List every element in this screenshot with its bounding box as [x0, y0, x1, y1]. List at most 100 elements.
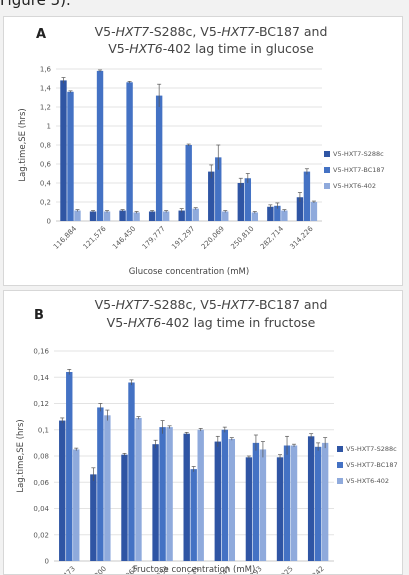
y-tick-label: 0,04: [33, 505, 49, 513]
chart-a-svg: A V5-HXT7-S288c, V5-HXT7-BC187 andV5-HXT6…: [18, 24, 385, 277]
chart-title-line: V5-HXT7-S288c, V5-HXT7-BC187 and: [95, 24, 328, 39]
x-axis-title: Fructose concentration (mM): [133, 565, 256, 574]
bar: [192, 208, 199, 221]
chart-title-segment: HXT7: [221, 297, 255, 312]
bar: [267, 206, 274, 221]
y-tick-label: 1,6: [40, 66, 52, 74]
chart-title-segment: V5-: [108, 41, 129, 56]
legend-swatch: [324, 151, 330, 157]
y-tick-label: 0,08: [33, 453, 49, 461]
x-tick-label: 282,714: [259, 224, 286, 251]
chart-panel-a: A V5-HXT7-S288c, V5-HXT7-BC187 and V5-HXT6…: [3, 16, 403, 286]
bar: [97, 407, 104, 561]
x-tick-label: 111,200: [82, 565, 108, 574]
bar: [126, 82, 133, 221]
x-axis-title: Glucose concentration (mM): [129, 267, 249, 277]
x-tick-label: 191,297: [170, 225, 196, 251]
bar: [314, 446, 322, 561]
bar: [67, 91, 74, 221]
bar: [245, 457, 253, 561]
bar: [259, 449, 267, 561]
legend-label: V5-HXT6-402: [346, 477, 389, 485]
bar: [310, 202, 318, 221]
chart-panel-b: B V5-HXT7-S288c, V5-HXT7-BC187 and V5-HXT6…: [3, 290, 403, 575]
y-tick-label: 0,16: [33, 348, 49, 356]
bar: [178, 210, 185, 221]
bar: [281, 210, 288, 221]
chart-title-segment: -BC187 and: [255, 24, 328, 39]
bar: [119, 210, 126, 221]
bar: [252, 442, 260, 561]
bar: [185, 145, 192, 221]
y-axis-title: Lag.time,SE (hrs): [16, 419, 26, 492]
bar: [237, 183, 245, 221]
bar: [96, 70, 104, 222]
x-tick-label: 104,473: [51, 565, 77, 574]
y-tick-label: 0,02: [33, 531, 49, 539]
bar: [296, 197, 304, 221]
bar: [73, 449, 80, 561]
bar: [276, 457, 284, 561]
y-tick-label: 0,4: [40, 180, 52, 188]
legend-swatch: [324, 183, 330, 189]
bar: [133, 212, 140, 221]
bar: [283, 445, 291, 561]
chart-title-line: V5-HXT6-402 lag time in glucose: [108, 41, 314, 56]
chart-title-segment: HXT7: [116, 24, 150, 39]
chart-title-segment: -S288c, V5-: [149, 297, 221, 312]
legend-label: V5-HXT7-S288c: [346, 445, 397, 453]
chart-title-segment: -S288c, V5-: [149, 24, 221, 39]
bar: [103, 211, 111, 221]
y-tick-label: 0,06: [33, 479, 49, 487]
chart-title-segment: V5-: [95, 297, 116, 312]
y-tick-label: 0,1: [38, 426, 49, 434]
bar: [321, 442, 329, 561]
x-tick-label: 146,450: [111, 225, 137, 251]
y-tick-label: 0,8: [40, 142, 51, 150]
bar: [274, 205, 281, 221]
y-tick-label: 0,2: [40, 199, 51, 207]
y-tick-label: 0,14: [33, 374, 49, 382]
bar: [244, 178, 252, 221]
y-tick-label: 0,6: [40, 161, 52, 169]
y-tick-label: 1,4: [40, 85, 52, 93]
bar: [66, 372, 73, 561]
x-tick-label: 298,342: [300, 565, 326, 574]
x-tick-label: 179,777: [141, 225, 167, 251]
bar: [290, 445, 298, 561]
legend-label: V5-HXT7-BC187: [346, 461, 398, 469]
y-tick-label: 0: [45, 558, 49, 566]
chart-title-segment: -BC187 and: [255, 297, 328, 312]
legend-label: V5-HXT7-S288c: [333, 150, 384, 158]
panel-label: A: [36, 27, 46, 42]
bar: [166, 427, 173, 561]
x-tick-label: 250,810: [229, 225, 255, 251]
bar: [90, 474, 97, 561]
y-tick-label: 0: [47, 218, 51, 226]
bar: [251, 212, 259, 221]
bar: [60, 80, 67, 222]
bar: [128, 382, 135, 561]
y-axis-title: Lag.time,SE (hrs): [18, 108, 28, 181]
x-tick-label: 314,226: [289, 224, 316, 251]
bar: [148, 211, 156, 221]
bar: [89, 211, 97, 221]
bar: [303, 171, 311, 221]
x-tick-label: 116,884: [52, 224, 79, 251]
bar: [197, 429, 204, 561]
chart-b-svg: BV5-HXT7-S288c, V5-HXT7-BC187 andV5-HXT6…: [16, 297, 398, 574]
bar: [208, 171, 215, 221]
x-tick-label: 277,925: [269, 565, 295, 574]
bar: [228, 438, 236, 561]
bar: [214, 441, 222, 561]
y-tick-label: 0,12: [33, 400, 49, 408]
bar: [221, 429, 229, 561]
y-tick-label: 1,2: [40, 104, 51, 112]
chart-title-line: V5-HXT6-402 lag time in fructose: [107, 315, 316, 330]
legend-swatch: [337, 446, 343, 452]
bar: [135, 417, 142, 561]
bar: [159, 427, 166, 561]
y-tick-label: 1: [47, 123, 51, 131]
bar: [74, 210, 81, 221]
panel-label: B: [34, 308, 44, 323]
